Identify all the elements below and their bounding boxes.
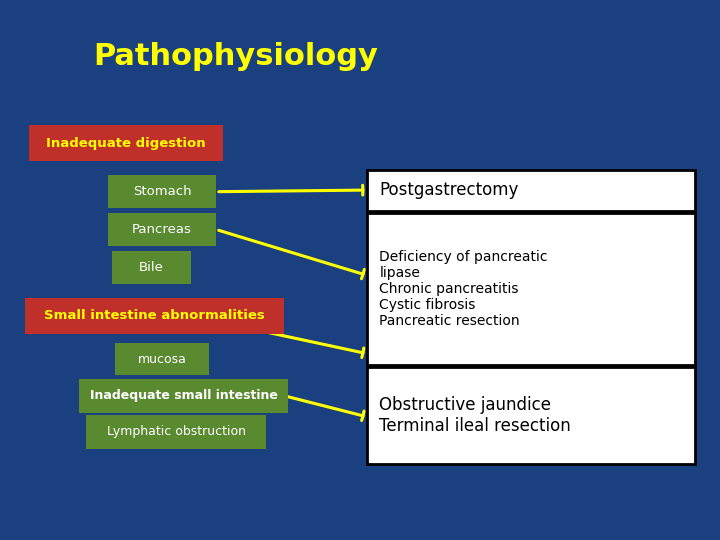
Text: Inadequate digestion: Inadequate digestion: [46, 137, 206, 150]
Text: Small intestine abnormalities: Small intestine abnormalities: [45, 309, 265, 322]
FancyBboxPatch shape: [112, 251, 191, 284]
Text: Inadequate small intestine: Inadequate small intestine: [90, 389, 277, 402]
Text: Bile: Bile: [139, 261, 163, 274]
FancyBboxPatch shape: [367, 213, 695, 364]
Text: Obstructive jaundice
Terminal ileal resection: Obstructive jaundice Terminal ileal rese…: [379, 396, 571, 435]
FancyBboxPatch shape: [29, 125, 223, 161]
Text: Pathophysiology: Pathophysiology: [94, 42, 379, 71]
Text: Postgastrectomy: Postgastrectomy: [379, 181, 519, 199]
FancyBboxPatch shape: [108, 175, 216, 208]
Text: Pancreas: Pancreas: [132, 223, 192, 236]
FancyBboxPatch shape: [115, 343, 209, 375]
FancyBboxPatch shape: [86, 415, 266, 449]
FancyBboxPatch shape: [108, 213, 216, 246]
Text: Lymphatic obstruction: Lymphatic obstruction: [107, 426, 246, 438]
FancyBboxPatch shape: [367, 170, 695, 211]
Text: Stomach: Stomach: [132, 185, 192, 198]
FancyBboxPatch shape: [367, 367, 695, 464]
Text: Deficiency of pancreatic
lipase
Chronic pancreatitis
Cystic fibrosis
Pancreatic : Deficiency of pancreatic lipase Chronic …: [379, 249, 548, 328]
FancyBboxPatch shape: [25, 298, 284, 334]
FancyBboxPatch shape: [79, 379, 288, 413]
Text: mucosa: mucosa: [138, 353, 186, 366]
